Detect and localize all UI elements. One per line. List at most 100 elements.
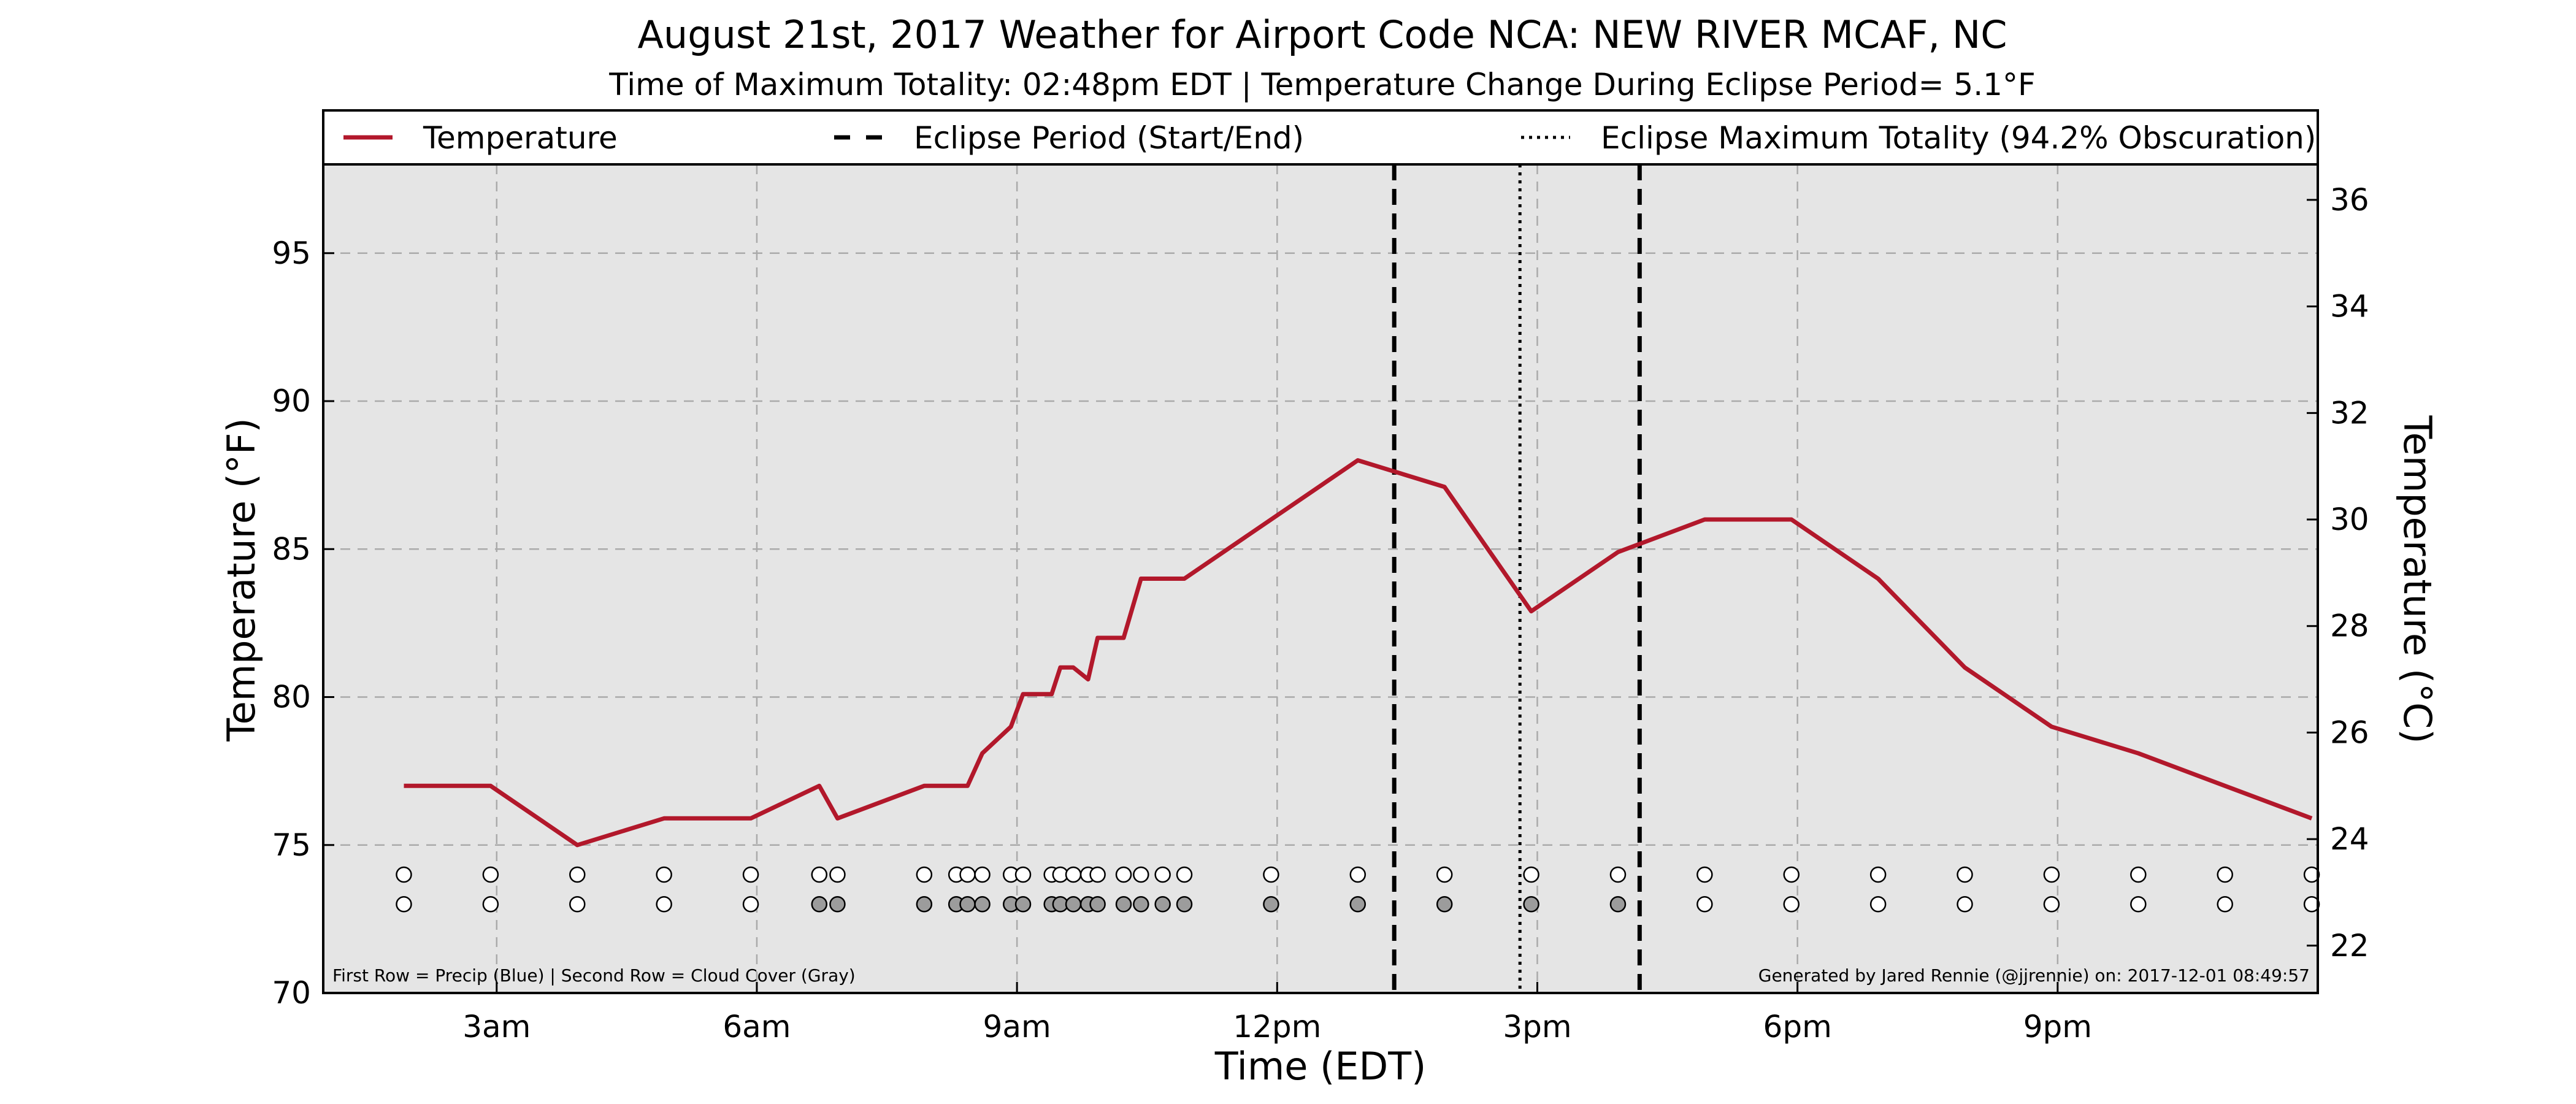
precip-marker: [829, 866, 846, 883]
precip-marker: [1263, 866, 1279, 883]
precip-marker: [1089, 866, 1106, 883]
cloud-marker: [1089, 896, 1106, 913]
legend-box: [322, 109, 2319, 166]
eclipse-lines: [1392, 164, 1642, 993]
cloud-marker: [959, 896, 976, 913]
cloud-marker: [569, 896, 586, 913]
footnote-left: First Row = Precip (Blue) | Second Row =…: [332, 965, 856, 986]
precip-marker: [811, 866, 828, 883]
cloud-marker: [1609, 896, 1627, 913]
cloud-marker: [1696, 896, 1713, 913]
precip-marker: [656, 866, 672, 883]
cloud-marker: [2130, 896, 2147, 913]
cloud-marker: [916, 896, 933, 913]
footnote-right: Generated by Jared Rennie (@jjrennie) on…: [1758, 965, 2310, 986]
precip-marker: [1115, 866, 1132, 883]
x-tick-label: 9am: [983, 1009, 1051, 1045]
cloud-marker: [829, 896, 846, 913]
cloud-marker: [482, 896, 499, 913]
y-tick-label: 70: [272, 975, 311, 1011]
y2-tick-label: 34: [2330, 289, 2369, 324]
cloud-marker: [1349, 896, 1367, 913]
y-axis-left: 70 75 80 85 90 95: [272, 236, 334, 1011]
cloud-marker: [742, 896, 759, 913]
precip-marker: [1609, 866, 1627, 883]
precip-marker: [1154, 866, 1171, 883]
precip-marker: [1014, 866, 1032, 883]
precip-marker: [2130, 866, 2147, 883]
cloud-marker: [1014, 896, 1032, 913]
precip-marker: [974, 866, 991, 883]
x-tick-label: 6pm: [1763, 1009, 1832, 1045]
y-tick-label: 80: [272, 680, 311, 715]
precip-marker: [1436, 866, 1453, 883]
precip-marker: [1176, 866, 1193, 883]
precip-marker: [2303, 866, 2320, 883]
precip-marker: [959, 866, 976, 883]
cloud-marker: [2217, 896, 2233, 913]
cloud-marker: [2303, 896, 2320, 913]
legend-label: Eclipse Maximum Totality (94.2% Obscurat…: [1601, 120, 2316, 156]
cloud-marker: [2043, 896, 2060, 913]
precip-marker: [1523, 866, 1539, 883]
cloud-marker: [1133, 896, 1149, 913]
precip-marker: [742, 866, 759, 883]
precip-marker: [1957, 866, 1973, 883]
cloud-marker: [1523, 896, 1539, 913]
cloud-marker: [1783, 896, 1800, 913]
cloud-marker: [974, 896, 991, 913]
cloud-marker: [1176, 896, 1193, 913]
chart-subtitle: Time of Maximum Totality: 02:48pm EDT | …: [608, 67, 2035, 102]
precip-marker: [1783, 866, 1800, 883]
y2-tick-label: 24: [2330, 821, 2369, 857]
grid-lines: [323, 164, 2318, 993]
y2-tick-label: 26: [2330, 715, 2369, 750]
cloud-marker: [1436, 896, 1453, 913]
observation-markers: [396, 866, 2320, 913]
y2-tick-label: 22: [2330, 928, 2369, 964]
y-axis-label: Temperature (°F): [219, 418, 264, 742]
cloud-marker: [811, 896, 828, 913]
cloud-marker: [1957, 896, 1973, 913]
precip-marker: [2043, 866, 2060, 883]
y-tick-label: 85: [272, 531, 311, 567]
cloud-marker: [396, 896, 412, 913]
precip-marker: [396, 866, 412, 883]
legend: Temperature Eclipse Period (Start/End) Ecl…: [343, 120, 2316, 156]
temperature-line: [404, 458, 2313, 848]
x-tick-label: 3pm: [1503, 1009, 1571, 1045]
x-axis-label: Time (EDT): [1214, 1044, 1427, 1089]
y2-axis-label: Temperature (°C): [2395, 415, 2440, 743]
precip-marker: [569, 866, 586, 883]
precip-marker: [482, 866, 499, 883]
y-tick-label: 90: [272, 383, 311, 419]
chart-title: August 21st, 2017 Weather for Airport Co…: [638, 12, 2007, 57]
precip-marker: [1869, 866, 1887, 883]
cloud-marker: [1263, 896, 1279, 913]
y2-tick-label: 32: [2330, 395, 2369, 431]
x-tick-label: 6am: [723, 1009, 791, 1045]
x-tick-label: 12pm: [1233, 1009, 1321, 1045]
y-tick-label: 75: [272, 827, 311, 863]
plot-area: [323, 164, 2318, 993]
x-tick-label: 9pm: [2023, 1009, 2092, 1045]
legend-label: Temperature: [423, 120, 618, 156]
precip-marker: [2217, 866, 2233, 883]
precip-marker: [1696, 866, 1713, 883]
cloud-marker: [1065, 896, 1082, 913]
y-tick-label: 95: [272, 236, 311, 271]
precip-marker: [1349, 866, 1367, 883]
y-axis-right: 22 24 26 28 30 32 34 36: [2307, 182, 2369, 964]
cloud-marker: [1115, 896, 1132, 913]
cloud-marker: [656, 896, 672, 913]
cloud-marker: [1154, 896, 1171, 913]
legend-label: Eclipse Period (Start/End): [914, 120, 1304, 156]
y2-tick-label: 36: [2330, 182, 2369, 218]
precip-marker: [1065, 866, 1082, 883]
y2-tick-label: 30: [2330, 502, 2369, 537]
cloud-marker: [1869, 896, 1887, 913]
precip-marker: [916, 866, 933, 883]
series-group: [404, 458, 2313, 848]
x-axis: 3am 6am 9am 12pm 3pm 6pm 9pm: [462, 982, 2092, 1045]
